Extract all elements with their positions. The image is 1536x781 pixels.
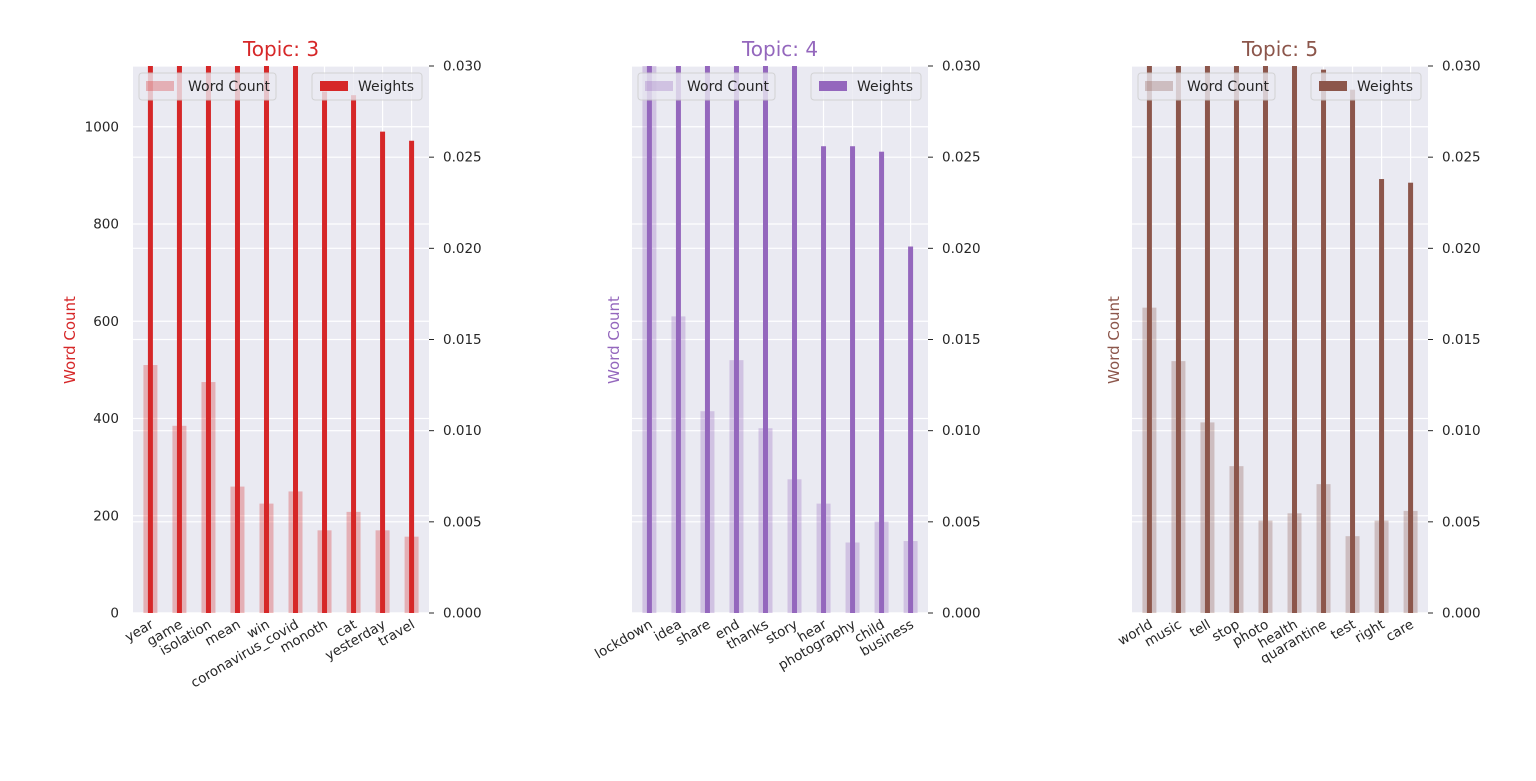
bars bbox=[642, 66, 918, 613]
right-tick-label: 0.020 bbox=[443, 241, 482, 257]
weight-bar bbox=[762, 66, 768, 613]
weight-bar bbox=[1175, 66, 1181, 613]
left-tick-label: 800 bbox=[93, 217, 119, 233]
right-tick-label: 0.025 bbox=[942, 150, 981, 166]
bars bbox=[143, 66, 419, 613]
legend-label: Weights bbox=[857, 79, 913, 95]
x-tick-label: tell bbox=[1187, 617, 1213, 641]
right-tick-label: 0.010 bbox=[942, 423, 981, 439]
legend-frame bbox=[1310, 72, 1422, 101]
legend-label: Weights bbox=[358, 79, 414, 95]
legend-swatch bbox=[1145, 81, 1173, 91]
legend-word-count: Word Count bbox=[138, 72, 277, 101]
x-tick-label: lockdown bbox=[592, 617, 655, 663]
chart-title: Topic: 5 bbox=[1241, 37, 1318, 61]
left-tick-label: 1000 bbox=[85, 119, 119, 135]
right-tick-label: 0.015 bbox=[1442, 332, 1481, 348]
weight-bar bbox=[176, 66, 182, 613]
legend-label: Word Count bbox=[188, 79, 271, 95]
x-tick-label: care bbox=[1383, 617, 1416, 645]
weight-bar bbox=[293, 66, 299, 613]
weight-bar bbox=[704, 66, 710, 613]
right-tick-label: 0.005 bbox=[942, 514, 981, 530]
right-tick-label: 0.015 bbox=[942, 332, 981, 348]
right-tick-label: 0.005 bbox=[1442, 514, 1481, 530]
right-tick-label: 0.030 bbox=[942, 59, 981, 75]
legend-frame bbox=[311, 72, 423, 101]
right-tick-label: 0.020 bbox=[1442, 241, 1481, 257]
legend-word-count: Word Count bbox=[1137, 72, 1276, 101]
weight-bar bbox=[879, 151, 885, 613]
weight-bar bbox=[1262, 66, 1268, 613]
right-tick-label: 0.025 bbox=[443, 150, 482, 166]
weight-bar bbox=[675, 66, 681, 613]
right-tick-label: 0.010 bbox=[443, 423, 482, 439]
bars bbox=[1142, 66, 1418, 613]
weight-bar bbox=[322, 91, 328, 613]
weight-bar bbox=[147, 66, 153, 613]
left-tick-label: 400 bbox=[93, 411, 119, 427]
legend-swatch bbox=[146, 81, 174, 91]
right-tick-label: 0.005 bbox=[443, 514, 482, 530]
legend-swatch bbox=[645, 81, 673, 91]
weight-bar bbox=[1146, 66, 1152, 613]
legend-swatch bbox=[1319, 81, 1347, 91]
right-tick-label: 0.000 bbox=[443, 606, 482, 622]
legend-weights: Weights bbox=[311, 72, 423, 101]
right-tick-label: 0.010 bbox=[1442, 423, 1481, 439]
chart-title: Topic: 4 bbox=[741, 37, 818, 61]
legend-weights: Weights bbox=[1310, 72, 1422, 101]
weight-bar bbox=[850, 146, 856, 613]
legend-frame bbox=[1137, 72, 1276, 101]
weight-bar bbox=[821, 146, 827, 613]
weight-bar bbox=[1321, 69, 1327, 613]
right-tick-label: 0.025 bbox=[1442, 150, 1481, 166]
y-axis-label: Word Count bbox=[1105, 296, 1123, 384]
chart-title: Topic: 3 bbox=[242, 37, 319, 61]
legend-frame bbox=[138, 72, 277, 101]
right-tick-label: 0.015 bbox=[443, 332, 482, 348]
weight-bar bbox=[792, 66, 798, 613]
legend-label: Weights bbox=[1357, 79, 1413, 95]
chart-panel-2: lockdownideashareendthanksstoryhearphoto… bbox=[592, 37, 980, 674]
legend-label: Word Count bbox=[687, 79, 770, 95]
left-tick-label: 200 bbox=[93, 508, 119, 524]
right-tick-label: 0.030 bbox=[443, 59, 482, 75]
weight-bar bbox=[263, 66, 269, 613]
weight-bar bbox=[351, 95, 357, 613]
left-tick-label: 600 bbox=[93, 314, 119, 330]
left-tick-label: 0 bbox=[110, 606, 119, 622]
legend-swatch bbox=[819, 81, 847, 91]
weight-bar bbox=[1204, 66, 1210, 613]
legend-word-count: Word Count bbox=[637, 72, 776, 101]
weight-bar bbox=[1233, 66, 1239, 613]
weight-bar bbox=[380, 131, 386, 613]
weight-bar bbox=[234, 66, 240, 613]
weight-bar bbox=[1408, 182, 1414, 613]
weight-bar bbox=[409, 140, 415, 613]
weight-bar bbox=[1379, 179, 1385, 613]
right-tick-label: 0.020 bbox=[942, 241, 981, 257]
legend-weights: Weights bbox=[810, 72, 922, 101]
legend-frame bbox=[810, 72, 922, 101]
weight-bar bbox=[733, 66, 739, 613]
weight-bar bbox=[908, 246, 914, 613]
weight-bar bbox=[1350, 89, 1356, 613]
weight-bar bbox=[1292, 66, 1298, 613]
y-axis-label: Word Count bbox=[605, 296, 623, 384]
x-tick-label: test bbox=[1328, 617, 1358, 644]
legend-swatch bbox=[320, 81, 348, 91]
weight-bar bbox=[205, 66, 211, 613]
y-axis-label: Word Count bbox=[61, 296, 79, 384]
right-tick-label: 0.000 bbox=[942, 606, 981, 622]
legend-frame bbox=[637, 72, 776, 101]
right-tick-label: 0.000 bbox=[1442, 606, 1481, 622]
legend-label: Word Count bbox=[1187, 79, 1270, 95]
weight-bar bbox=[646, 66, 652, 613]
right-tick-label: 0.030 bbox=[1442, 59, 1481, 75]
